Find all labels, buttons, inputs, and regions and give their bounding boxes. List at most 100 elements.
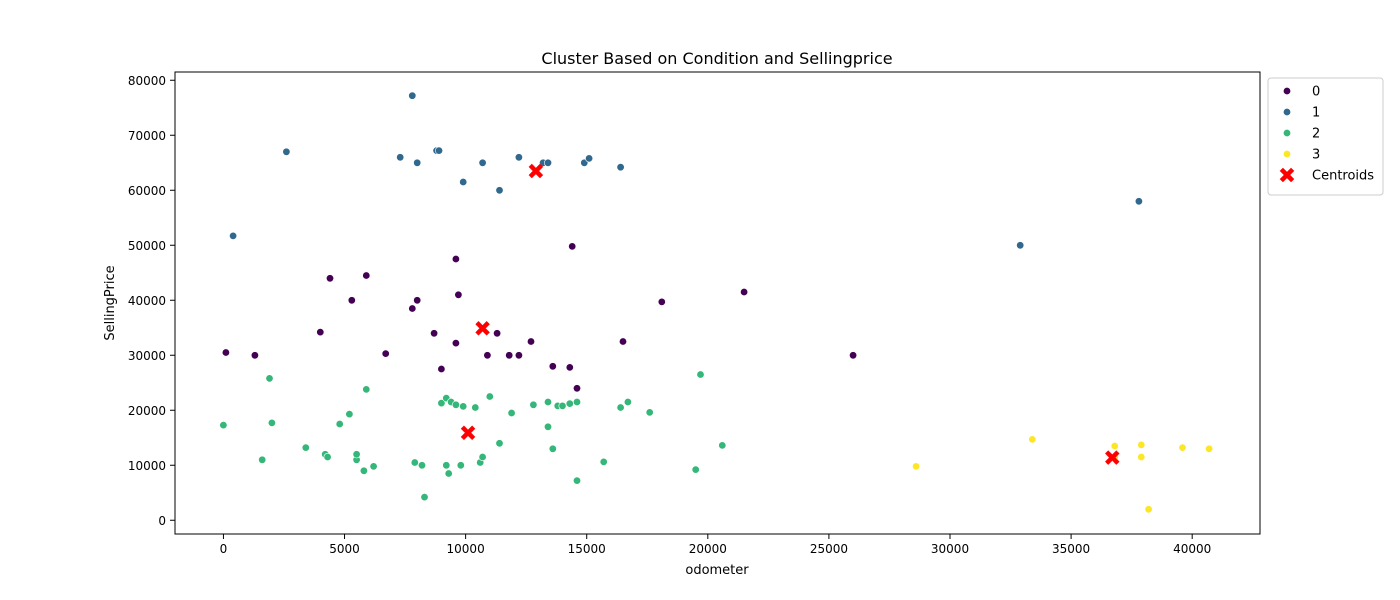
centroid-marker — [528, 163, 544, 179]
x-tick-label: 10000 — [447, 542, 485, 556]
x-axis-label: odometer — [685, 563, 749, 578]
data-point — [1205, 444, 1214, 453]
data-point — [362, 271, 371, 280]
data-point — [718, 441, 727, 450]
series-1 — [229, 91, 1143, 250]
data-point — [618, 337, 627, 346]
centroid-marker — [460, 425, 476, 441]
data-point — [381, 349, 390, 358]
data-point — [221, 348, 230, 357]
data-point — [444, 469, 453, 478]
data-point — [696, 370, 705, 379]
data-point — [1144, 505, 1153, 514]
data-point — [599, 457, 608, 466]
series-2 — [219, 370, 727, 502]
data-point — [526, 337, 535, 346]
data-point — [495, 439, 504, 448]
data-point — [451, 400, 460, 409]
x-axis-ticks: 0 5000 10000 15000 20000 25000 30000 35000 40000 — [220, 534, 1211, 556]
data-point — [352, 450, 361, 459]
data-point — [543, 397, 552, 406]
data-point — [434, 146, 443, 155]
data-point — [478, 452, 487, 461]
data-point — [459, 178, 468, 187]
x-tick-label: 20000 — [689, 542, 727, 556]
data-point — [437, 399, 446, 408]
data-point — [1134, 197, 1143, 206]
legend-item: 3 — [1283, 148, 1320, 163]
y-axis-ticks: 0 10000 20000 30000 40000 50000 60000 70000 8000… — [128, 74, 175, 528]
legend-label: Centroids — [1312, 169, 1374, 184]
data-point — [258, 455, 267, 464]
data-point — [408, 91, 417, 100]
data-point — [454, 290, 463, 299]
data-point — [849, 351, 858, 360]
data-point — [1137, 452, 1146, 461]
data-point — [572, 397, 581, 406]
centroid-marker — [1105, 450, 1120, 465]
x-tick-label: 25000 — [810, 542, 848, 556]
legend-item: Centroids — [1279, 167, 1374, 184]
data-point — [565, 363, 574, 372]
legend-label: 1 — [1312, 106, 1320, 121]
x-tick-label: 40000 — [1173, 542, 1211, 556]
data-point — [267, 418, 276, 427]
legend-label: 2 — [1312, 127, 1320, 142]
data-point — [250, 351, 259, 360]
data-point — [514, 153, 523, 162]
data-point — [485, 392, 494, 401]
data-point — [417, 461, 426, 470]
y-tick-label: 70000 — [128, 129, 166, 143]
data-point — [265, 374, 274, 383]
data-point — [572, 476, 581, 485]
y-tick-label: 50000 — [128, 239, 166, 253]
legend: 0 1 2 3 Centroids — [1267, 77, 1384, 196]
y-tick-label: 20000 — [128, 404, 166, 418]
data-point — [645, 408, 654, 417]
series-3 — [912, 435, 1214, 514]
x-tick-label: 30000 — [931, 542, 969, 556]
legend-label: 3 — [1312, 148, 1320, 163]
data-point — [1016, 241, 1025, 250]
data-point — [369, 462, 378, 471]
data-point — [572, 384, 581, 393]
legend-label: 0 — [1312, 85, 1320, 100]
data-point — [1137, 440, 1146, 449]
x-tick-label: 0 — [220, 542, 228, 556]
data-point — [623, 397, 632, 406]
data-point — [229, 231, 238, 240]
y-tick-label: 80000 — [128, 74, 166, 88]
data-point — [420, 493, 429, 502]
data-point — [565, 399, 574, 408]
data-point — [505, 351, 514, 360]
data-point — [325, 274, 334, 283]
x-tick-label: 15000 — [568, 542, 606, 556]
data-point — [543, 158, 552, 167]
y-tick-label: 10000 — [128, 459, 166, 473]
data-point — [335, 419, 344, 428]
plot-area-frame — [174, 71, 1261, 535]
data-point — [616, 403, 625, 412]
data-point — [495, 186, 504, 195]
x-tick-label: 35000 — [1052, 542, 1090, 556]
data-point — [442, 461, 451, 470]
data-point — [471, 403, 480, 412]
legend-item: 1 — [1283, 106, 1320, 121]
centroid-markers — [460, 163, 1120, 465]
data-point — [456, 461, 465, 470]
legend-marker — [1283, 87, 1292, 96]
data-point — [396, 153, 405, 162]
data-point — [413, 158, 422, 167]
y-tick-label: 0 — [158, 514, 166, 528]
data-point — [413, 296, 422, 305]
data-point — [548, 444, 557, 453]
data-point — [459, 402, 468, 411]
data-point — [437, 364, 446, 373]
series-0 — [221, 242, 858, 393]
y-axis-label: SellingPrice — [103, 265, 118, 340]
legend-marker — [1283, 150, 1292, 159]
y-tick-label: 60000 — [128, 184, 166, 198]
data-point — [568, 242, 577, 251]
data-point — [1178, 443, 1187, 452]
